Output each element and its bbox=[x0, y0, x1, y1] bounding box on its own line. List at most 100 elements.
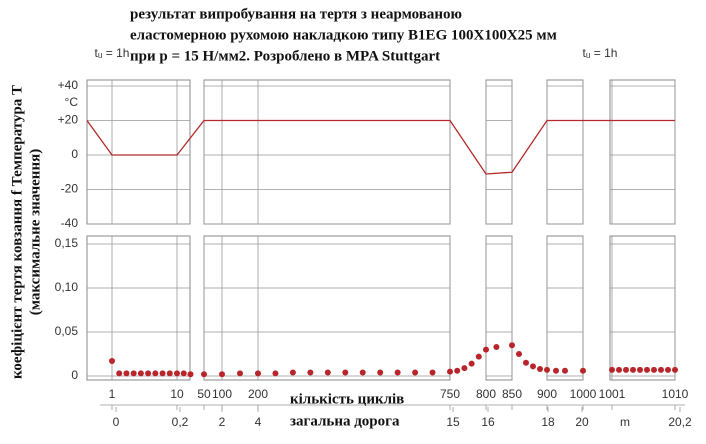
data-point bbox=[609, 366, 615, 373]
panel-frames bbox=[86, 79, 676, 381]
data-point bbox=[219, 371, 225, 378]
data-point bbox=[255, 370, 261, 377]
panel-box bbox=[546, 79, 584, 225]
x2-tick-label: 16 bbox=[481, 415, 495, 429]
data-point bbox=[493, 343, 500, 350]
panel-box bbox=[609, 79, 676, 225]
x-axis-label: кількість циклів bbox=[290, 391, 404, 407]
data-point bbox=[644, 366, 650, 373]
data-point bbox=[166, 370, 173, 377]
y2-tick-label: 0,05 bbox=[55, 324, 79, 338]
x2-tick-label: 20,2 bbox=[668, 415, 692, 429]
y-tick-label: -20 bbox=[61, 182, 79, 196]
x-tick-label: 1010 bbox=[662, 387, 689, 401]
data-point bbox=[537, 365, 543, 372]
x-tick-label: 1001 bbox=[599, 387, 626, 401]
data-point bbox=[109, 358, 115, 365]
x2-tick-label: 4 bbox=[255, 415, 262, 429]
data-point bbox=[665, 366, 671, 373]
data-point bbox=[672, 366, 678, 373]
x2-tick-label: 2 bbox=[219, 415, 226, 429]
data-point bbox=[461, 365, 468, 372]
x2-unit: m bbox=[620, 415, 630, 429]
y-tick-label: +20 bbox=[58, 113, 79, 127]
data-point bbox=[377, 369, 384, 376]
data-point bbox=[523, 359, 529, 366]
panel-box bbox=[546, 235, 584, 381]
x-tick-label: 850 bbox=[502, 387, 522, 401]
x-tick-label: 800 bbox=[476, 387, 496, 401]
data-point bbox=[137, 370, 144, 377]
data-line bbox=[86, 119, 675, 175]
data-point bbox=[651, 366, 657, 373]
annotation: tᵤ = 1h bbox=[583, 46, 618, 60]
panel-box bbox=[86, 235, 191, 381]
data-point bbox=[394, 369, 401, 376]
x-tick-label: 10 bbox=[170, 387, 184, 401]
panel-box bbox=[485, 235, 513, 381]
data-point bbox=[509, 342, 515, 349]
data-point bbox=[544, 366, 550, 373]
x-tick-label: 750 bbox=[440, 387, 460, 401]
data-point bbox=[637, 366, 643, 373]
x-tick-label: 1 bbox=[109, 387, 116, 401]
data-point bbox=[174, 370, 180, 377]
y-tick-label: -40 bbox=[61, 216, 79, 230]
panel-box bbox=[203, 235, 451, 381]
data-point bbox=[580, 367, 586, 374]
data-point bbox=[447, 368, 453, 375]
data-point bbox=[180, 370, 187, 377]
data-point bbox=[475, 353, 482, 360]
data-point bbox=[307, 369, 314, 376]
data-point bbox=[145, 370, 152, 377]
panel-box bbox=[86, 79, 191, 225]
data-point bbox=[272, 370, 279, 377]
data-point bbox=[516, 351, 522, 357]
x2-tick-label: 15 bbox=[446, 415, 460, 429]
chart-title: результат випробування на тертя з неармо… bbox=[130, 6, 462, 22]
data-point bbox=[483, 346, 489, 353]
x-tick-label: 900 bbox=[537, 387, 557, 401]
x2-tick-label: 0 bbox=[113, 415, 120, 429]
y-axis-label: коефіцієнт тертя ковзання f Температура … bbox=[9, 85, 25, 379]
x2-axis-label: загальна дорога bbox=[290, 413, 400, 429]
y2-tick-label: 0 bbox=[71, 368, 78, 382]
x-tick-label: 50 bbox=[197, 387, 211, 401]
y-unit: °C bbox=[65, 95, 79, 109]
data-point bbox=[324, 369, 331, 376]
data-point bbox=[412, 369, 419, 376]
data-point bbox=[187, 371, 194, 378]
data-point bbox=[130, 370, 137, 377]
data-point bbox=[429, 369, 436, 376]
data-point bbox=[342, 369, 349, 376]
data-point bbox=[123, 370, 130, 377]
y2-tick-label: 0,15 bbox=[55, 236, 79, 250]
data-point bbox=[289, 369, 296, 376]
data-point bbox=[468, 360, 475, 367]
data-point bbox=[530, 363, 536, 370]
data-point bbox=[623, 366, 629, 373]
data-point bbox=[658, 366, 664, 373]
data-point bbox=[454, 367, 461, 374]
panel-box bbox=[485, 79, 513, 225]
x2-tick-label: 0,2 bbox=[172, 415, 189, 429]
chart-title: при p = 15 H/мм2. Розроблено в MPA Stutt… bbox=[130, 48, 440, 64]
data-point bbox=[159, 370, 166, 377]
chart-title: еластомерною рухомою накладкою типу B1EG… bbox=[130, 27, 557, 43]
data-point bbox=[359, 369, 366, 376]
data-point bbox=[237, 370, 243, 377]
data-point bbox=[116, 370, 123, 377]
data-point bbox=[630, 366, 636, 373]
data-point bbox=[562, 367, 568, 374]
data-point bbox=[201, 371, 207, 378]
y-axis-label: (максимальне значення) bbox=[27, 149, 43, 315]
data-point bbox=[553, 367, 559, 374]
x2-tick-label: 18 bbox=[541, 415, 555, 429]
panel-box bbox=[609, 235, 676, 381]
y2-tick-label: 0,10 bbox=[55, 280, 79, 294]
annotation: tᵤ = 1h bbox=[95, 46, 130, 60]
x2-tick-label: 20 bbox=[575, 415, 589, 429]
x-tick-label: 100 bbox=[212, 387, 232, 401]
y-tick-label: 0 bbox=[71, 147, 78, 161]
